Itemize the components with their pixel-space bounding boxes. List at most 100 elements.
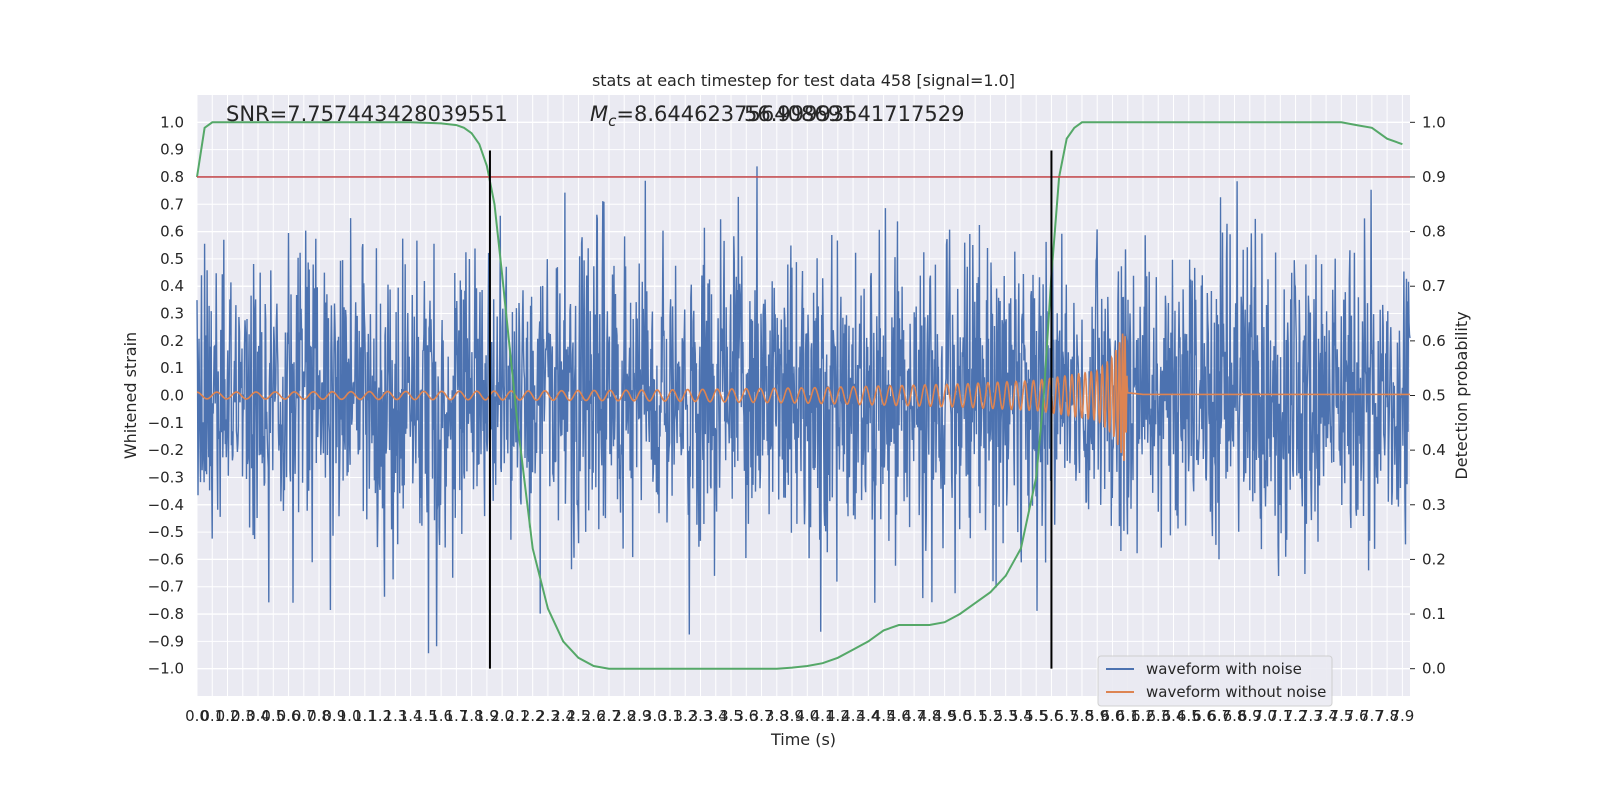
y2-tick-label: 0.3 [1422, 496, 1446, 514]
x-tick-label: 5.1 [963, 707, 987, 725]
y-tick-label: 0.5 [160, 250, 184, 268]
x-tick-label: 2.6 [582, 707, 606, 725]
x-tick-label: 3.7 [750, 707, 774, 725]
y-tick-label: 0.4 [160, 277, 184, 295]
x-tick-label: 3.5 [719, 707, 743, 725]
chirp-mass-annotation: Mc=8.644623756408691 [590, 102, 854, 130]
y2-tick-labels: 0.0 0.1 0.2 0.3 0.4 0.5 0.6 0.7 0.8 0.9 1.0 [1410, 113, 1446, 678]
x-tick-label: 1.6 [429, 707, 453, 725]
x-tick-label: 7.0 [1253, 707, 1277, 725]
y2-tick-label: 0.4 [1422, 441, 1446, 459]
y-tick-label: −0.9 [148, 632, 184, 650]
y2-tick-label: 0.1 [1422, 605, 1446, 623]
x-tick-label: 1.9 [475, 707, 499, 725]
legend-label: waveform with noise [1146, 660, 1302, 678]
x-tick-label: 5.0 [948, 707, 972, 725]
y2-tick-label: 0.9 [1422, 168, 1446, 186]
x-tick-label: 7.4 [1314, 707, 1338, 725]
snr-annotation: SNR=7.757443428039551 [226, 102, 508, 126]
y-tick-label: 0.0 [160, 387, 184, 405]
x-tick-label: 6.7 [1207, 707, 1231, 725]
series-waveform-with-noise [196, 166, 1411, 654]
x-tick-label: 6.0 [1101, 707, 1125, 725]
x-tick-label: 5.7 [1055, 707, 1079, 725]
x-tick-label: 2.9 [628, 707, 652, 725]
x-tick-label: 0.2 [216, 707, 240, 725]
x-tick-label: 3.2 [673, 707, 697, 725]
x-tick-label: 0.1 [200, 707, 224, 725]
x-tick-label: 2.5 [567, 707, 591, 725]
x-tick-label: 4.7 [902, 707, 926, 725]
x-tick-label: 6.2 [1131, 707, 1155, 725]
x-tick-label: 5.5 [1024, 707, 1048, 725]
x-tick-label: 0.0 [185, 707, 209, 725]
x-tick-label: 1.1 [353, 707, 377, 725]
y2-tick-label: 0.0 [1422, 660, 1446, 678]
x-tick-label: 0.6 [277, 707, 301, 725]
x-tick-label: 0.8 [307, 707, 331, 725]
series-waveform-without-noise [196, 333, 1410, 462]
y2-axis-label: Detection probability [1452, 311, 1471, 479]
x-tick-label: 4.2 [826, 707, 850, 725]
x-tick-label: 3.0 [643, 707, 667, 725]
x-tick-label: 1.2 [368, 707, 392, 725]
x-tick-label: 6.1 [1116, 707, 1140, 725]
x-tick-label: 4.0 [795, 707, 819, 725]
x-tick-label: 2.2 [521, 707, 545, 725]
x-tick-label: 3.8 [765, 707, 789, 725]
chart-title: stats at each timestep for test data 458… [592, 71, 1015, 90]
y-tick-label: −0.8 [148, 605, 184, 623]
y2-tick-label: 0.6 [1422, 332, 1446, 350]
y2-tick-label: 0.7 [1422, 277, 1446, 295]
series-layer [196, 121, 1411, 670]
x-tick-label: 4.5 [872, 707, 896, 725]
y-tick-label: 0.6 [160, 223, 184, 241]
x-tick-label: 2.0 [490, 707, 514, 725]
x-tick-label: 3.6 [734, 707, 758, 725]
x-tick-label: 4.9 [933, 707, 957, 725]
x-tick-label: 1.3 [383, 707, 407, 725]
y-tick-label: −0.5 [148, 523, 184, 541]
x-tick-label: 0.7 [292, 707, 316, 725]
x-tick-label: 0.5 [261, 707, 285, 725]
x-tick-label: 4.8 [917, 707, 941, 725]
x-tick-label: 6.9 [1238, 707, 1262, 725]
legend-label: waveform without noise [1146, 683, 1326, 701]
x-tick-label: 7.9 [1390, 707, 1414, 725]
x-tick-label: 6.5 [1177, 707, 1201, 725]
x-tick-label: 5.8 [1070, 707, 1094, 725]
x-tick-label: 0.4 [246, 707, 270, 725]
y-tick-label: −0.1 [148, 414, 184, 432]
x-tick-label: 1.4 [399, 707, 423, 725]
x-tick-label: 2.7 [597, 707, 621, 725]
x-tick-label: 7.2 [1284, 707, 1308, 725]
y-axis-label: Whitened strain [121, 332, 140, 459]
y-tick-label: 1.0 [160, 113, 184, 131]
legend-box [1097, 655, 1333, 707]
x-tick-label: 3.3 [689, 707, 713, 725]
x-tick-label: 1.5 [414, 707, 438, 725]
x-tick-label: 1.8 [460, 707, 484, 725]
x-tick-label: 7.5 [1329, 707, 1353, 725]
legend: waveform with noise waveform without nois… [1097, 655, 1333, 707]
x-tick-label: 5.3 [994, 707, 1018, 725]
y-tick-labels: −1.0 −0.9 −0.8 −0.7 −0.6 −0.5 −0.4 −0.3 −0.2 −0.1… [148, 113, 184, 677]
series-detection-probability [196, 121, 1403, 670]
x-axis-label: Time (s) [770, 730, 836, 749]
x-tick-label: 7.7 [1360, 707, 1384, 725]
y-tick-label: −0.7 [148, 578, 184, 596]
x-tick-label: 2.8 [612, 707, 636, 725]
x-tick-label: 3.1 [658, 707, 682, 725]
y-tick-label: −0.6 [148, 550, 184, 568]
y2-tick-label: 0.8 [1422, 223, 1446, 241]
y-tick-label: −0.3 [148, 468, 184, 486]
y-tick-label: −0.2 [148, 441, 184, 459]
y-tick-label: −0.4 [148, 496, 184, 514]
x-tick-label: 0.3 [231, 707, 255, 725]
y2-tick-label: 0.2 [1422, 550, 1446, 568]
x-tick-label: 2.4 [551, 707, 575, 725]
y2-tick-label: 0.5 [1422, 387, 1446, 405]
x-tick-label: 7.3 [1299, 707, 1323, 725]
